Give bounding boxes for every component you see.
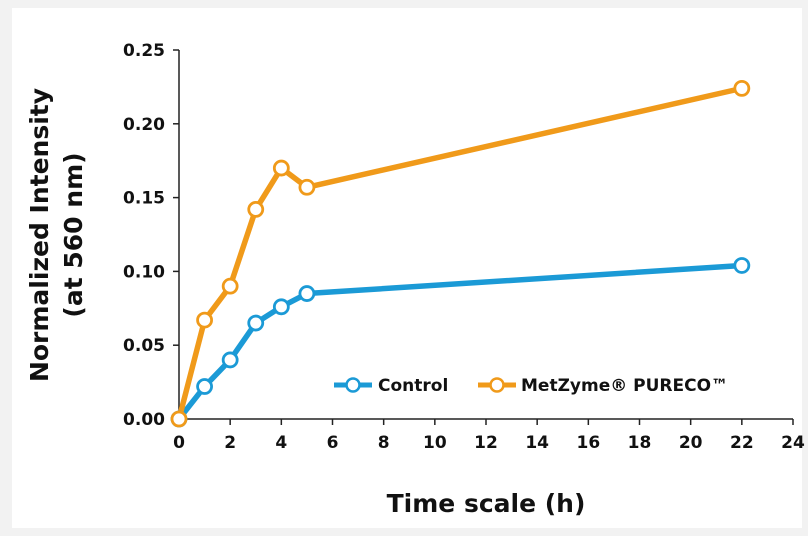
x-tick-label: 0 xyxy=(173,433,185,453)
data-point-s0-1 xyxy=(196,378,213,395)
x-tick-label: 14 xyxy=(525,433,549,453)
x-tick-label: 16 xyxy=(576,433,600,453)
data-point-s0-2 xyxy=(221,351,239,369)
x-tick-label: 12 xyxy=(474,433,498,453)
y-tick-label: 0.15 xyxy=(123,189,165,209)
y-tick-label: 0.25 xyxy=(123,41,165,61)
y-tick-label: 0.10 xyxy=(123,262,165,282)
x-tick-label: 6 xyxy=(327,433,339,453)
data-point-s1-1 xyxy=(196,311,213,329)
legend-metzyme-marker xyxy=(489,377,505,393)
y-tick-label: 0.05 xyxy=(123,336,165,356)
data-point-s1-5 xyxy=(298,178,316,196)
legend-control-marker xyxy=(345,377,361,393)
data-point-s1-3 xyxy=(247,201,265,218)
data-point-s0-3 xyxy=(247,314,265,332)
x-tick-label: 18 xyxy=(628,433,652,453)
y-axis-title-line1: Normalized Intensity xyxy=(25,88,54,382)
x-axis-title: Time scale (h) xyxy=(387,489,586,518)
data-point-s1-2 xyxy=(221,277,239,295)
x-tick-label: 10 xyxy=(423,433,447,453)
data-point-s0-5 xyxy=(298,285,316,302)
x-tick-label: 22 xyxy=(730,433,754,453)
legend-metzyme-label: MetZyme® PURECO™ xyxy=(521,376,728,396)
x-tick-label: 4 xyxy=(275,433,287,453)
y-tick-label: 0.00 xyxy=(123,410,165,430)
series-group xyxy=(170,79,751,428)
y-tick-label: 0.20 xyxy=(123,115,165,135)
data-point-s1-4 xyxy=(272,159,290,177)
legend: Control MetZyme® PURECO™ xyxy=(334,376,728,396)
data-point-s0-6 xyxy=(733,257,751,274)
data-point-s0-4 xyxy=(272,298,290,316)
legend-control-label: Control xyxy=(378,376,448,396)
y-axis-title-line2: (at 560 nm) xyxy=(59,152,88,317)
x-tick-label: 8 xyxy=(378,433,390,453)
data-point-s1-6 xyxy=(733,79,751,97)
data-point-s1-0 xyxy=(170,410,188,428)
x-tick-label: 24 xyxy=(781,433,805,453)
x-tick-label: 2 xyxy=(224,433,236,453)
tick-labels: 0 2 4 6 8 10 12 14 16 18 20 22 240.000.050.100.150.2… xyxy=(123,41,805,453)
x-tick-label: 20 xyxy=(679,433,703,453)
